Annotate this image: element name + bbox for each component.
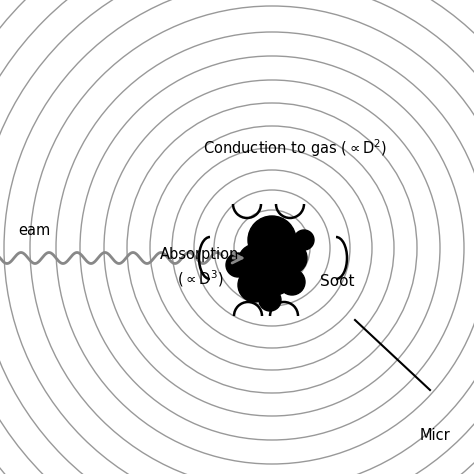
Text: Conduction to gas ($\propto$D$^2$): Conduction to gas ($\propto$D$^2$) bbox=[203, 137, 387, 159]
Circle shape bbox=[259, 289, 281, 311]
Circle shape bbox=[226, 253, 250, 277]
Text: Micr: Micr bbox=[420, 428, 451, 443]
Circle shape bbox=[248, 216, 296, 264]
Text: eam: eam bbox=[18, 222, 50, 237]
Text: Absorption
($\propto$D$^3$): Absorption ($\propto$D$^3$) bbox=[160, 247, 240, 289]
Text: Soot: Soot bbox=[320, 274, 355, 290]
Circle shape bbox=[238, 268, 272, 302]
Circle shape bbox=[294, 230, 314, 250]
Circle shape bbox=[238, 244, 274, 280]
Circle shape bbox=[279, 269, 305, 295]
Circle shape bbox=[258, 261, 292, 295]
Circle shape bbox=[275, 242, 307, 274]
